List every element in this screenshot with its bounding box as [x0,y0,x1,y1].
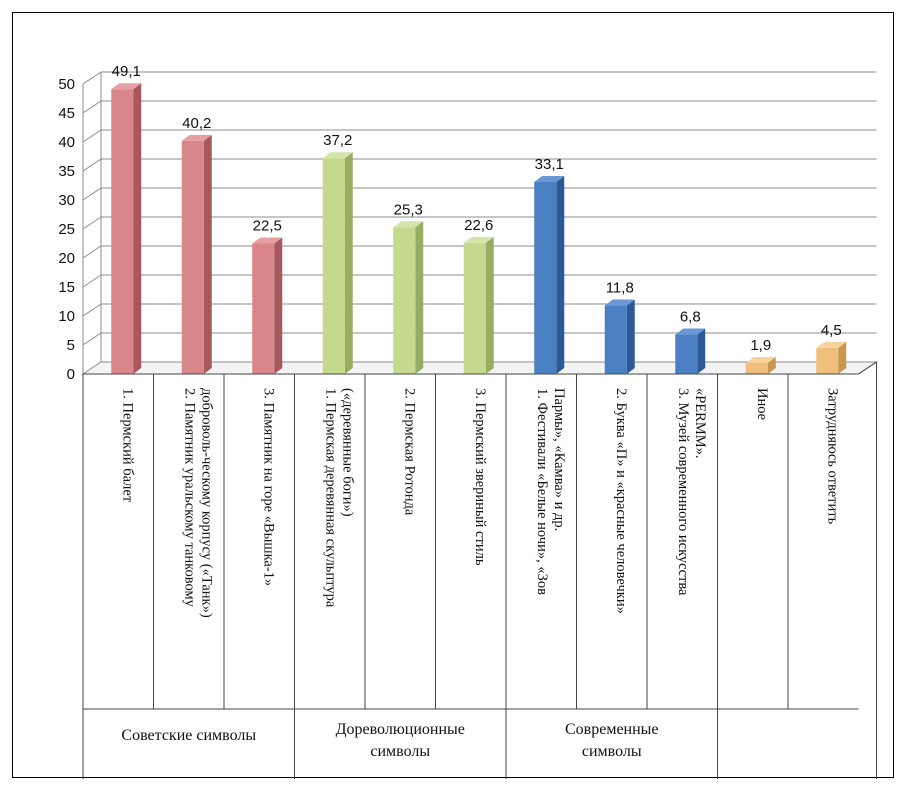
bar-front [605,306,627,374]
bar [393,221,423,374]
gridline-depth [83,159,101,171]
bar-front [534,182,556,374]
group-label: Дореволюционные [336,721,465,738]
category-label: 2. Пермская Ротонда [401,388,417,516]
data-label: 49,1 [112,63,141,80]
group-label: символы [582,743,642,760]
category-label: («деревянные боги») [339,388,355,517]
bar-chart: 0 5 10 15 20 25 30 35 40 45 50 49,1 40,2 22,5 37,2 25,… [13,13,895,779]
category-label: 2. Памятник уральскому танковому [181,388,197,608]
bar-side [274,238,282,375]
group-label: символы [370,743,430,760]
bar-front [464,243,486,374]
bar-front [111,89,133,374]
gridline-depth [83,333,101,345]
bar-side [345,152,353,374]
gridline-depth [83,246,101,258]
y-tick-label: 10 [58,308,75,325]
data-label: 11,8 [606,280,634,297]
category-label: 2. Буква «П» и «красные человечки» [613,388,629,614]
group-label: Советские символы [121,727,256,744]
data-label: 4,5 [821,322,842,339]
gridline-depth [83,217,101,229]
bar-side [627,300,635,374]
gridline-depth [83,101,101,113]
category-label: Иное [754,388,770,420]
data-label: 40,2 [182,115,211,132]
y-tick-label: 40 [58,134,75,151]
gridline-depth [83,72,101,84]
bar-front [393,227,415,374]
category-label: Затрудняюсь ответить [824,388,840,525]
data-label: 1,9 [750,337,771,354]
category-label: 3. Пермский звериный стиль [472,388,488,566]
y-tick-label: 35 [58,163,75,180]
bar [182,135,212,374]
figure-frame: 0 5 10 15 20 25 30 35 40 45 50 49,1 40,2 22,5 37,2 25,… [12,12,894,778]
bar-side [204,135,212,374]
bar [111,83,141,374]
y-tick-label: 5 [67,337,75,354]
bar-front [252,244,274,375]
bar [534,176,564,374]
data-label: 6,8 [680,309,701,326]
category-label: «PERMM». [692,388,708,459]
bar [816,342,846,374]
category-label: 3. Музей современного искусства [675,388,691,596]
category-label: 1. Пермский балет [119,388,135,503]
bar-side [133,83,141,374]
category-labels: 1. Пермский балет 2. Памятник уральскому … [119,388,840,618]
group-label: Современные [565,721,659,738]
bar [605,300,635,374]
category-label: 3. Памятник на горе «Вышка-1» [260,388,276,586]
group-labels: Советские символы Дореволюционные символы С… [121,721,658,760]
y-tick-label: 50 [58,76,75,93]
y-tick-label: 0 [67,366,75,383]
y-axis-ticks: 0 5 10 15 20 25 30 35 40 45 50 [58,76,75,383]
bar-front [816,348,838,374]
data-label: 22,5 [253,218,282,235]
bar [464,237,494,374]
bar-side [556,176,564,374]
data-label: 22,6 [464,217,493,234]
category-label: Пармы», «Камва» и др. [551,388,567,531]
bar-front [182,141,204,374]
bar-front [746,363,768,374]
bar-side [486,237,494,374]
data-label: 33,1 [535,156,564,173]
y-tick-label: 45 [58,105,75,122]
bar [252,238,282,375]
y-tick-label: 30 [58,192,75,209]
gridline-depth [83,130,101,142]
category-label: доброволь-ческому корпусу («Танк») [198,388,214,618]
bar [323,152,353,374]
bar-side [697,329,705,374]
category-label: 1. Фестивали «Белые ночи», «Зов [534,388,550,595]
y-tick-label: 20 [58,250,75,267]
gridline-depth [83,188,101,200]
gridline-depth [83,275,101,287]
y-tick-label: 15 [58,279,75,296]
bar-front [675,335,697,374]
bar-front [323,158,345,374]
data-label: 37,2 [323,132,352,149]
gridline-depth [83,304,101,316]
bar-side [415,221,423,374]
y-tick-label: 25 [58,221,75,238]
bar [675,329,705,374]
category-label: 1. Пермская деревянная скульптура [322,388,338,608]
data-label: 25,3 [394,201,423,218]
